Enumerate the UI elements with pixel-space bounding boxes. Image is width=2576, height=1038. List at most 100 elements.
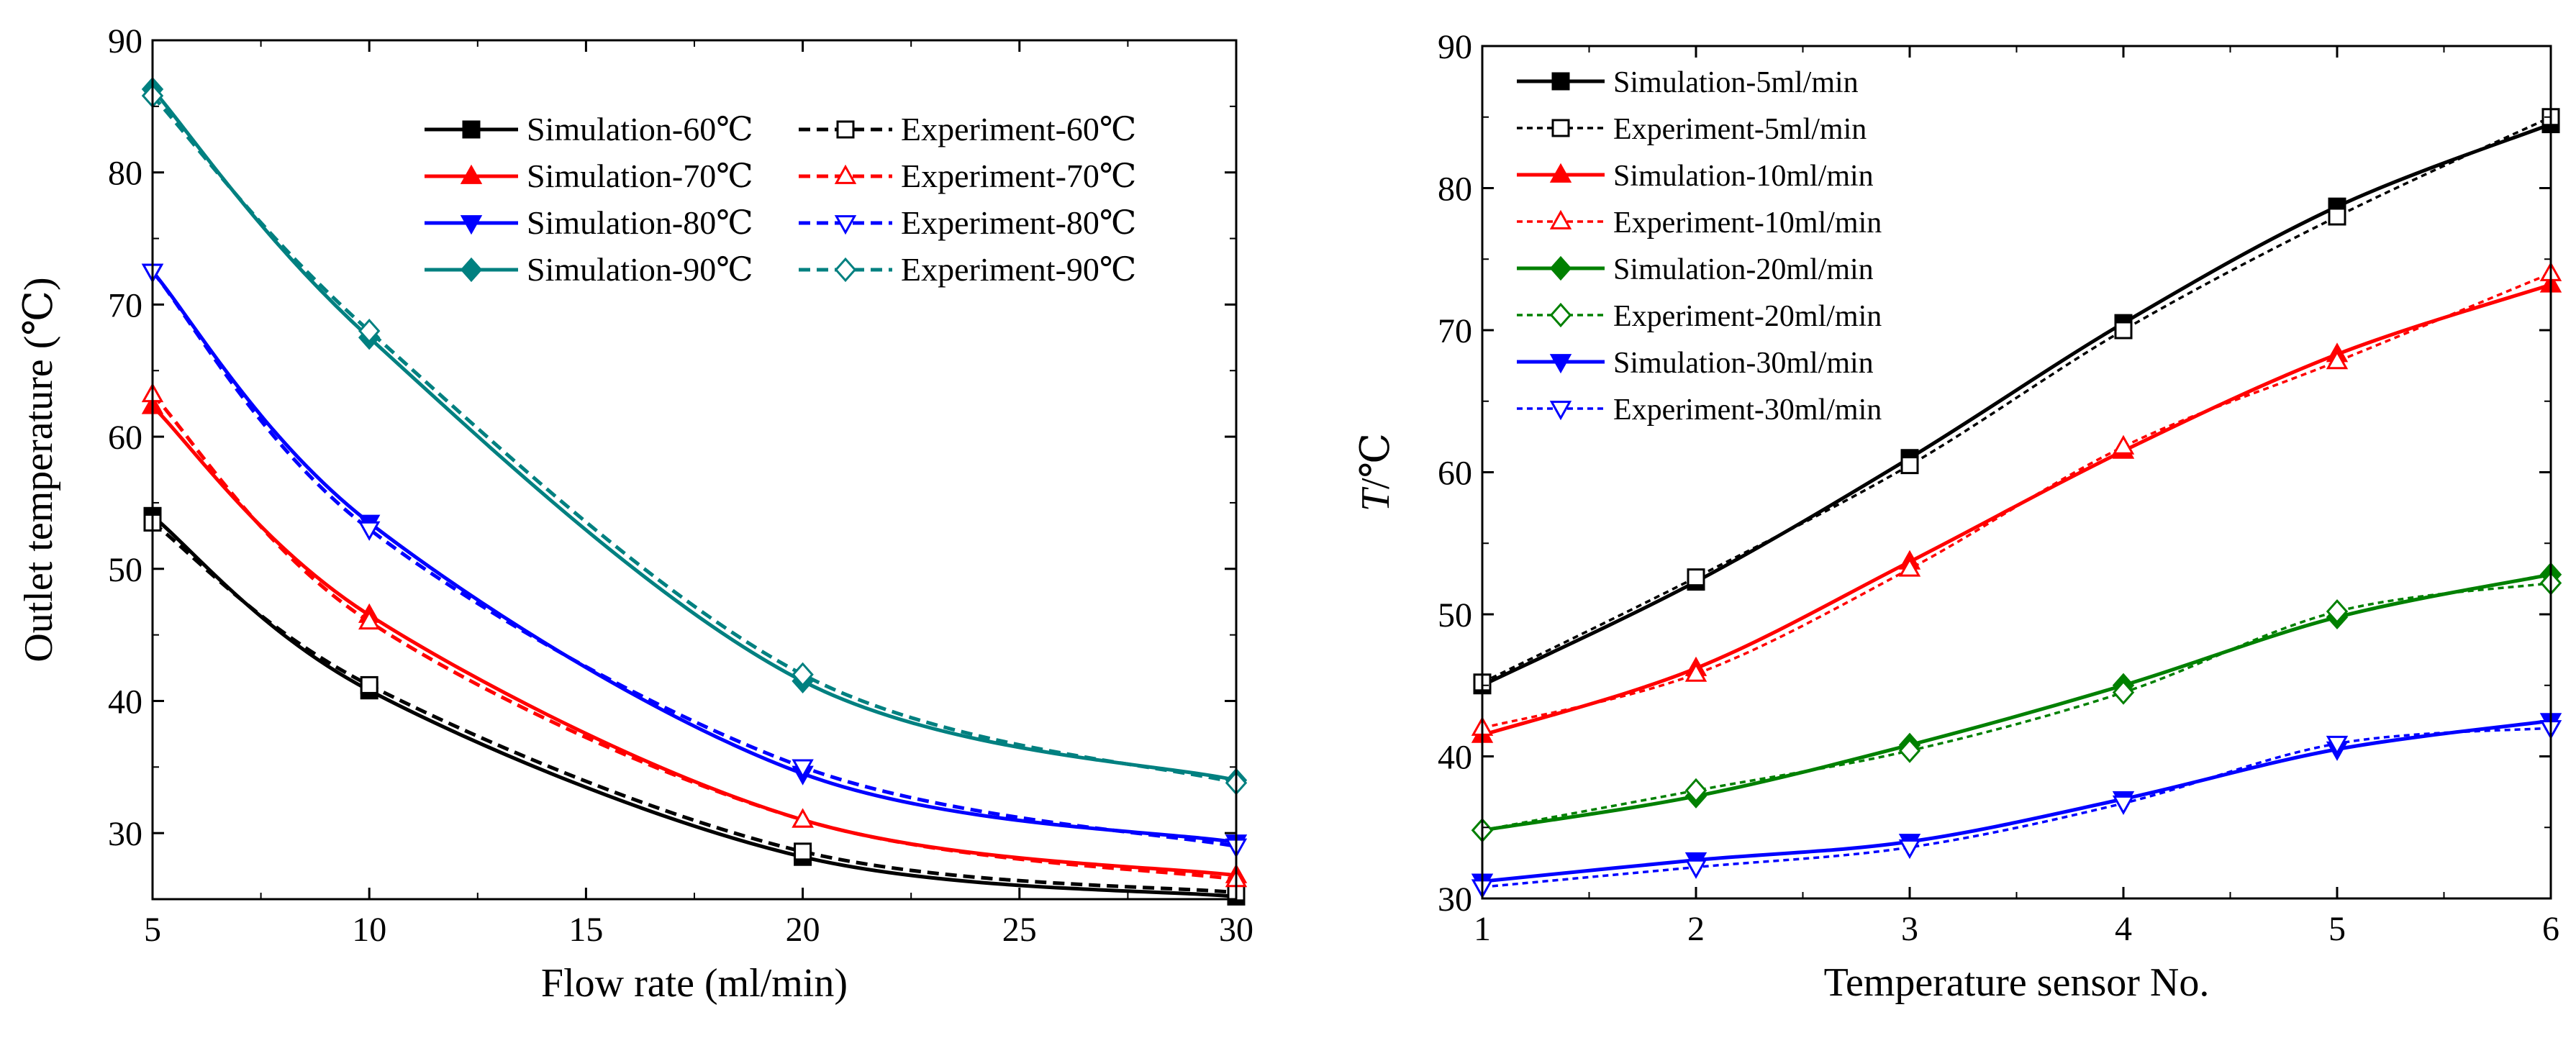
data-point <box>1684 778 1707 803</box>
x-tick-label: 10 <box>352 911 386 949</box>
y-tick-label: 60 <box>108 419 142 457</box>
data-point <box>360 675 378 694</box>
legend-label: Experiment-80℃ <box>901 204 1136 241</box>
y-tick-label: 30 <box>108 815 142 853</box>
data-point <box>2326 735 2349 755</box>
data-point <box>358 521 381 541</box>
series-line-3 <box>1482 283 2552 737</box>
chart-2: 1 2 3 4 5 6 30 40 50 60 70 80 90 Temperature sensor N… <box>1353 28 2562 1005</box>
data-point <box>1687 568 1705 587</box>
x-tick-label: 3 <box>1901 910 1918 948</box>
data-point <box>792 808 814 828</box>
legend-label: Experiment-90℃ <box>901 251 1136 288</box>
chart-1: 5 10 15 20 25 30 30 40 50 60 70 80 90 Flow rate (ml/m… <box>17 22 1253 1006</box>
legend-label: Experiment-20ml/min <box>1613 300 1882 333</box>
legend-label: Simulation-5ml/min <box>1613 66 1859 99</box>
x-tick-label: 2 <box>1687 910 1705 948</box>
series-line-5 <box>151 270 1237 844</box>
series-line-8 <box>151 94 1237 785</box>
data-point <box>1684 662 1707 682</box>
legend-marker <box>1549 209 1572 229</box>
data-point <box>358 609 381 630</box>
legend-label: Simulation-10ml/min <box>1613 160 1874 193</box>
legend-marker <box>834 164 857 184</box>
legend-marker <box>1549 302 1572 328</box>
legend-marker <box>834 215 857 235</box>
x-axis-title: Flow rate (ml/min) <box>541 961 848 1006</box>
legend-label: Simulation-70℃ <box>527 158 753 194</box>
legend-label: Experiment-5ml/min <box>1613 113 1867 146</box>
legend-label: Experiment-70℃ <box>901 158 1136 194</box>
series-line-4 <box>1482 272 2552 729</box>
legend: Simulation-5ml/min Experiment-5ml/min Simu… <box>1517 66 1882 427</box>
y-axis-title: Outlet temperature (℃) <box>17 277 61 662</box>
legend-label: Simulation-30ml/min <box>1613 347 1874 380</box>
legend-label: Simulation-80℃ <box>527 204 753 241</box>
legend-marker <box>462 120 481 139</box>
x-tick-label: 15 <box>568 911 603 949</box>
y-tick-label: 90 <box>108 22 142 60</box>
series-line-7 <box>1482 719 2552 883</box>
x-tick-label: 25 <box>1002 911 1037 949</box>
legend-marker <box>836 120 855 139</box>
series-line-8 <box>1482 727 2552 888</box>
x-tick-label: 1 <box>1474 910 1491 948</box>
series-line-6 <box>151 270 1237 848</box>
series-line-1 <box>151 514 1237 898</box>
series-line-2 <box>151 521 1237 895</box>
data-point <box>1898 557 1921 577</box>
y-tick-label: 40 <box>1438 739 1472 777</box>
y-tick-label: 50 <box>1438 596 1472 634</box>
y-tick-label: 80 <box>1438 170 1472 209</box>
y-tick-label: 40 <box>108 683 142 721</box>
legend-label: Simulation-20ml/min <box>1613 253 1874 286</box>
legend-marker <box>1549 255 1572 281</box>
legend: Simulation-60℃ Experiment-60℃ Simulation-7… <box>425 111 1136 288</box>
y-tick-label: 60 <box>1438 455 1472 493</box>
x-tick-label: 20 <box>786 911 820 949</box>
x-tick-label: 5 <box>144 911 161 949</box>
data-point <box>2328 207 2346 226</box>
data-point <box>358 319 381 344</box>
legend-marker <box>1549 354 1572 374</box>
y-tick-label: 50 <box>108 551 142 589</box>
series-line-5 <box>1482 573 2552 832</box>
series-line-4 <box>151 393 1237 881</box>
legend-marker <box>460 164 483 184</box>
data-point <box>2112 434 2135 455</box>
x-tick-label: 4 <box>2115 910 2132 948</box>
legend-marker <box>1549 401 1572 421</box>
legend-marker <box>460 215 483 235</box>
legend-marker <box>1551 119 1570 137</box>
data-point <box>1900 456 1919 475</box>
series-line-6 <box>1482 581 2552 832</box>
y-tick-label: 90 <box>1438 28 1472 66</box>
data-point <box>792 759 814 779</box>
y-tick-label: 30 <box>1438 880 1472 919</box>
legend-label: Experiment-30ml/min <box>1613 393 1882 427</box>
data-point <box>1684 859 1707 879</box>
y-tick-label: 80 <box>108 155 142 193</box>
legend-marker <box>460 257 483 283</box>
x-tick-label: 6 <box>2542 910 2559 948</box>
legend-marker <box>1551 72 1570 91</box>
y-axis-title-unit: /℃ <box>1353 433 1398 489</box>
data-point <box>2114 321 2133 340</box>
x-axis-title: Temperature sensor No. <box>1824 960 2210 1005</box>
data-point <box>1898 839 1921 860</box>
data-point <box>792 662 814 687</box>
series-line-2 <box>1482 116 2552 684</box>
legend-label: Experiment-60℃ <box>901 111 1136 147</box>
data-point <box>794 842 812 861</box>
y-axis-title: T/℃ <box>1353 433 1398 511</box>
y-tick-label: 70 <box>108 286 142 324</box>
data-point <box>1898 738 1921 763</box>
data-point <box>2326 350 2349 370</box>
legend-marker <box>834 257 857 283</box>
x-tick-label: 30 <box>1219 911 1253 949</box>
legend-marker <box>1549 163 1572 183</box>
data-point <box>2112 795 2135 815</box>
legend-label: Simulation-90℃ <box>527 251 753 288</box>
data-point <box>2326 598 2349 624</box>
